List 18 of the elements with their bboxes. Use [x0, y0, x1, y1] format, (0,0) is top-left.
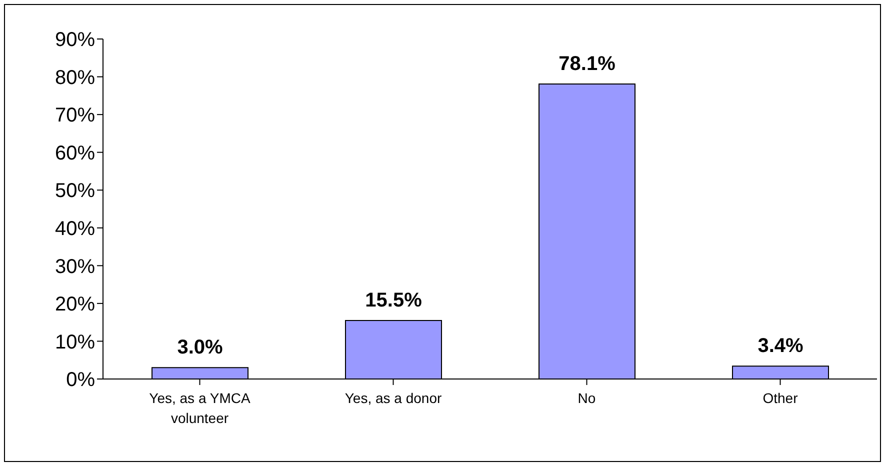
data-label: 15.5%	[365, 289, 422, 312]
y-tick-label: 80%	[54, 66, 96, 89]
data-label: 3.4%	[758, 335, 804, 358]
y-tick-label: 10%	[54, 331, 96, 354]
x-tick-label: Other	[762, 390, 798, 406]
y-tick-label: 70%	[54, 104, 96, 127]
x-tick-label: Yes, as a donor	[344, 390, 442, 406]
y-tick-label: 0%	[66, 369, 96, 392]
y-tick-label: 30%	[54, 256, 96, 278]
y-tick-label: 20%	[54, 294, 96, 316]
data-label: 78.1%	[558, 52, 616, 75]
y-tick-label: 40%	[54, 218, 96, 240]
y-tick-label: 60%	[54, 142, 96, 164]
x-tick-label: Yes, as a YMCA volunteer	[149, 390, 251, 426]
y-tick-label: 50%	[54, 180, 96, 202]
y-tick-label: 90%	[54, 29, 96, 52]
data-label: 3.0%	[177, 336, 224, 359]
x-tick-label: No	[578, 390, 596, 406]
